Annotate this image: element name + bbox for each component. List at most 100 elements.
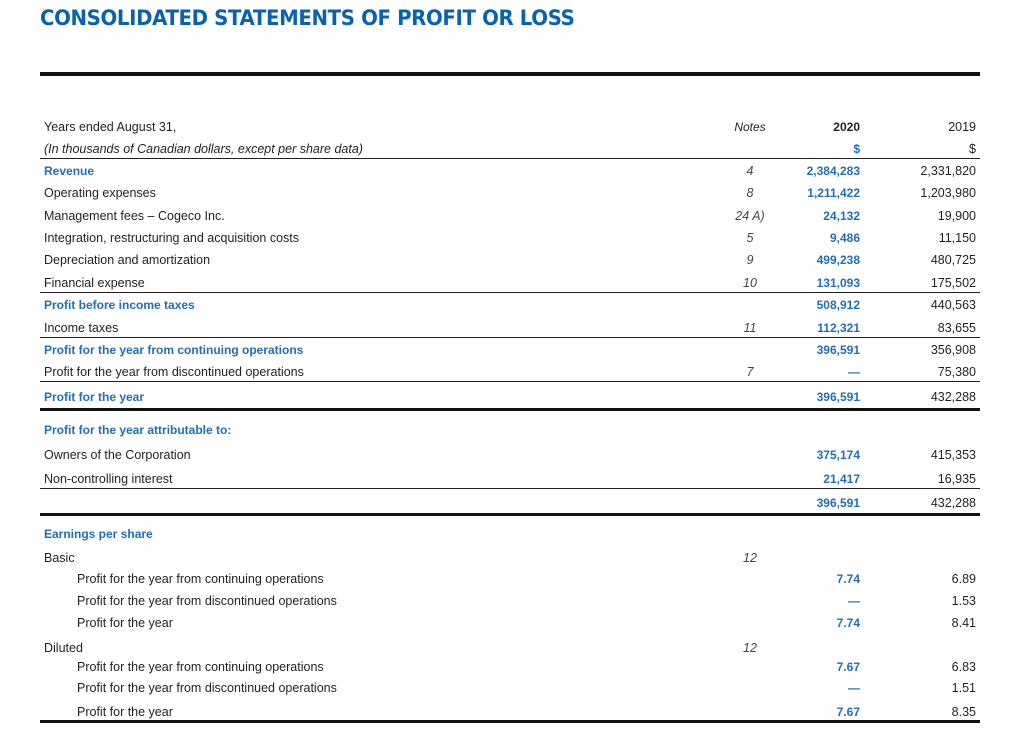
row-label: Profit for the year from continuing oper…	[77, 572, 324, 586]
value-2019: 16,935	[937, 472, 976, 486]
row-note: 5	[746, 231, 754, 245]
row-label: Non-controlling interest	[44, 472, 173, 486]
value-2020: 7.67	[836, 660, 860, 674]
value-2020: 396,591	[816, 390, 860, 404]
row-label: Profit before income taxes	[44, 298, 195, 312]
table-row: Diluted 12	[40, 638, 980, 658]
row-label: Earnings per share	[44, 527, 153, 541]
value-2019: 83,655	[937, 321, 976, 335]
value-2019: 75,380	[937, 365, 976, 379]
table-row: Profit for the year attributable to:	[40, 420, 980, 440]
row-note: 11	[743, 321, 757, 335]
value-2020: 396,591	[816, 343, 860, 357]
row-note: 24 A)	[735, 209, 765, 223]
row-label: Profit for the year	[44, 390, 145, 404]
row-label: Profit for the year attributable to:	[44, 423, 232, 437]
title-rule	[40, 72, 980, 76]
value-2019: 8.41	[951, 616, 976, 630]
table-row: Years ended August 31, Notes 2020 2019	[40, 117, 980, 137]
value-2020: —	[848, 365, 860, 379]
value-2019: $	[969, 142, 976, 156]
row-note: 4	[746, 164, 754, 178]
table-row: Profit for the year from continuing oper…	[40, 340, 980, 360]
table-row: Income taxes 11 112,321 83,655	[40, 318, 980, 338]
value-2019: 11,150	[938, 231, 976, 245]
row-label: Diluted	[44, 641, 83, 655]
row-label: Owners of the Corporation	[44, 448, 191, 462]
table-row: Owners of the Corporation 375,174 415,353	[40, 445, 980, 465]
page-title: CONSOLIDATED STATEMENTS OF PROFIT OR LOS…	[40, 6, 575, 30]
value-2020: $	[853, 142, 860, 156]
row-label: Management fees – Cogeco Inc.	[44, 209, 225, 223]
value-2020: 499,238	[816, 253, 860, 267]
row-label: Operating expenses	[44, 186, 156, 200]
row-note: 12	[743, 551, 757, 565]
table-row: Profit for the year from discontinued op…	[40, 591, 980, 611]
row-label: (In thousands of Canadian dollars, excep…	[44, 142, 363, 156]
value-2019: 2,331,820	[920, 164, 976, 178]
table-row: Revenue 4 2,384,283 2,331,820	[40, 161, 980, 181]
row-label: Profit for the year from discontinued op…	[77, 681, 337, 695]
value-2020: 2,384,283	[806, 164, 860, 178]
table-row: Profit for the year 396,591 432,288	[40, 387, 980, 407]
section-rule	[40, 513, 980, 516]
value-2020: 2020	[833, 120, 860, 134]
row-label: Income taxes	[44, 321, 119, 335]
table-row: 396,591 432,288	[40, 493, 980, 513]
value-2020: 24,132	[823, 209, 860, 223]
table-row: Profit for the year from discontinued op…	[40, 362, 980, 382]
table-row: Profit for the year from discontinued op…	[40, 678, 980, 698]
table-row: Basic 12	[40, 548, 980, 568]
row-note: 8	[746, 186, 754, 200]
value-2020: 7.74	[836, 616, 860, 630]
table-row: Profit for the year from continuing oper…	[40, 657, 980, 677]
table-row: Depreciation and amortization 9 499,238 480…	[40, 250, 980, 270]
table-row: Profit before income taxes 508,912 440,563	[40, 295, 980, 315]
row-label: Depreciation and amortization	[44, 253, 211, 267]
value-2019: 19,900	[937, 209, 976, 223]
section-rule	[40, 408, 980, 411]
value-2020: 508,912	[816, 298, 860, 312]
row-label: Profit for the year	[77, 616, 173, 630]
row-label: Revenue	[44, 164, 95, 178]
value-2019: 175,502	[930, 276, 976, 290]
value-2020: 396,591	[816, 496, 860, 510]
value-2020: 21,417	[823, 472, 860, 486]
table-row: Earnings per share	[40, 524, 980, 544]
value-2019: 432,288	[930, 496, 976, 510]
value-2019: 2019	[948, 120, 976, 134]
table-row: Profit for the year 7.67 8.35	[40, 702, 980, 722]
value-2019: 6.83	[951, 660, 976, 674]
row-label: Profit for the year from continuing oper…	[44, 343, 304, 357]
row-note: 7	[746, 365, 754, 379]
row-note: 9	[746, 253, 754, 267]
table-row: Financial expense 10 131,093 175,502	[40, 273, 980, 293]
value-2020: 131,093	[816, 276, 860, 290]
row-label: Integration, restructuring and acquisiti…	[44, 231, 299, 245]
value-2019: 6.89	[951, 572, 976, 586]
value-2019: 440,563	[930, 298, 976, 312]
value-2020: 7.67	[836, 705, 860, 719]
table-row: Profit for the year 7.74 8.41	[40, 613, 980, 633]
value-2019: 1.51	[951, 681, 976, 695]
value-2020: 9,486	[829, 231, 860, 245]
value-2019: 8.35	[951, 705, 976, 719]
value-2020: 112,321	[817, 321, 860, 335]
table-row: Operating expenses 8 1,211,422 1,203,980	[40, 183, 980, 203]
value-2019: 1,203,980	[920, 186, 976, 200]
table-row: Integration, restructuring and acquisiti…	[40, 228, 980, 248]
row-label: Basic	[44, 551, 75, 565]
value-2020: —	[848, 681, 860, 695]
row-note: 12	[743, 641, 757, 655]
row-label: Years ended August 31,	[44, 120, 177, 134]
table-row: Management fees – Cogeco Inc. 24 A) 24,132…	[40, 206, 980, 226]
value-2020: 1,211,422	[807, 186, 860, 200]
value-2019: 415,353	[930, 448, 976, 462]
row-label: Profit for the year from discontinued op…	[77, 594, 337, 608]
row-note: 10	[743, 276, 757, 290]
table-row: Non-controlling interest 21,417 16,935	[40, 469, 980, 489]
row-label: Profit for the year from discontinued op…	[44, 365, 304, 379]
value-2019: 480,725	[930, 253, 976, 267]
value-2019: 432,288	[930, 390, 976, 404]
